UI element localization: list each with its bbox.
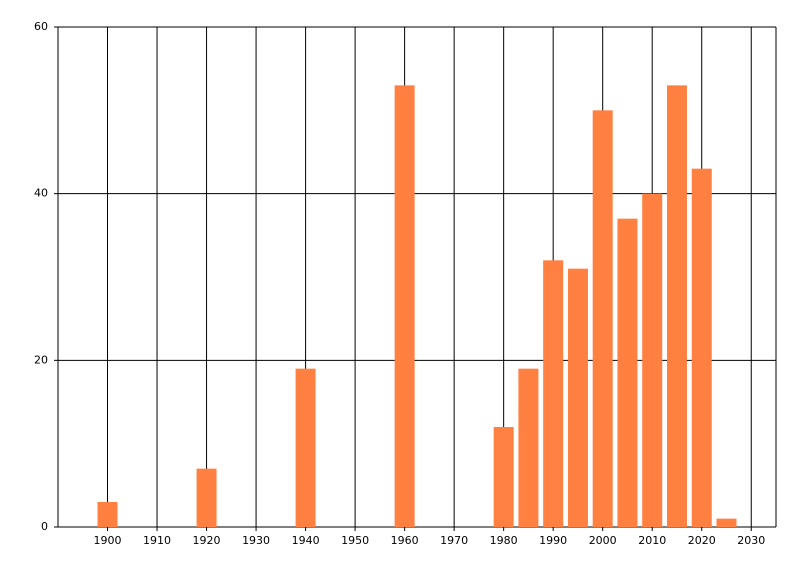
x-tick-label: 1940 bbox=[292, 534, 320, 547]
bar bbox=[691, 168, 712, 527]
bar bbox=[716, 518, 737, 527]
y-tick-label: 20 bbox=[34, 353, 48, 366]
bar bbox=[567, 268, 588, 527]
bar bbox=[666, 85, 687, 527]
y-tick-label: 0 bbox=[41, 520, 48, 533]
x-tick-label: 1930 bbox=[242, 534, 270, 547]
bar bbox=[642, 193, 663, 527]
x-tick-label: 1990 bbox=[539, 534, 567, 547]
x-tick-label: 1960 bbox=[391, 534, 419, 547]
bar bbox=[493, 427, 514, 527]
y-tick-label: 40 bbox=[34, 187, 48, 200]
x-tick-label: 1920 bbox=[193, 534, 221, 547]
x-tick-label: 2030 bbox=[737, 534, 765, 547]
bar bbox=[592, 110, 613, 527]
bar bbox=[97, 502, 118, 527]
x-tick-label: 1900 bbox=[94, 534, 122, 547]
y-tick-label: 60 bbox=[34, 20, 48, 33]
x-tick-label: 1970 bbox=[440, 534, 468, 547]
bar bbox=[543, 260, 564, 527]
bar bbox=[295, 368, 316, 527]
x-tick-label: 2020 bbox=[688, 534, 716, 547]
x-tick-label: 1910 bbox=[143, 534, 171, 547]
bar bbox=[196, 468, 217, 527]
bar bbox=[617, 218, 638, 527]
x-tick-label: 1980 bbox=[490, 534, 518, 547]
x-tick-label: 2000 bbox=[589, 534, 617, 547]
x-tick-label: 1950 bbox=[341, 534, 369, 547]
bar bbox=[518, 368, 539, 527]
bar bbox=[394, 85, 415, 527]
x-tick-label: 2010 bbox=[638, 534, 666, 547]
